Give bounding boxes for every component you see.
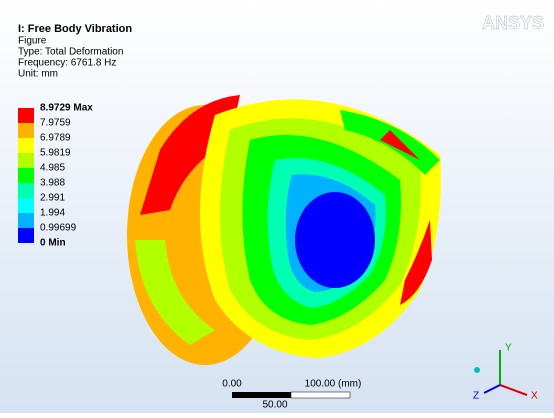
axis-z: Z — [473, 391, 479, 402]
legend-band — [18, 168, 34, 183]
legend-band — [18, 108, 34, 123]
header-line: Type: Total Deformation — [18, 47, 123, 58]
legend-band — [18, 153, 34, 168]
axis-y: Y — [505, 343, 512, 354]
header-line: Frequency: 6761.8 Hz — [18, 58, 116, 69]
legend-band — [18, 183, 34, 198]
legend-label: 1.994 — [40, 208, 65, 219]
legend-label: 2.991 — [40, 193, 65, 204]
legend-label: 6.9789 — [40, 133, 71, 144]
scale-mid: 50.00 — [262, 400, 287, 411]
legend-band — [18, 213, 34, 228]
legend-label: 7.9759 — [40, 118, 71, 129]
scale-start: 0.00 — [222, 379, 242, 390]
legend-band — [18, 228, 34, 243]
logo-version: R14.5 — [523, 34, 545, 43]
legend-band — [18, 198, 34, 213]
legend-label: 3.988 — [40, 178, 65, 189]
legend-band — [18, 123, 34, 138]
scale-end: 100.00 (mm) — [305, 379, 362, 390]
axis-x: X — [531, 391, 538, 402]
scale-bar-black — [232, 392, 291, 398]
header-line: Unit: mm — [18, 69, 58, 80]
title: I: Free Body Vibration — [18, 23, 132, 35]
viewport: I: Free Body Vibration Figure Type: Tota… — [0, 0, 554, 413]
legend-label: 4.985 — [40, 163, 65, 174]
legend-band — [18, 138, 34, 153]
page: I: Free Body Vibration Figure Type: Tota… — [0, 0, 554, 418]
legend-label: 0.99699 — [40, 223, 77, 234]
logo: ANSYS — [482, 13, 544, 33]
scale-bar-white — [291, 392, 350, 398]
legend-label: 8.9729 Max — [40, 103, 93, 114]
legend-label: 0 Min — [40, 238, 66, 249]
legend-label: 5.9819 — [40, 148, 71, 159]
header-line: Figure — [18, 36, 47, 47]
